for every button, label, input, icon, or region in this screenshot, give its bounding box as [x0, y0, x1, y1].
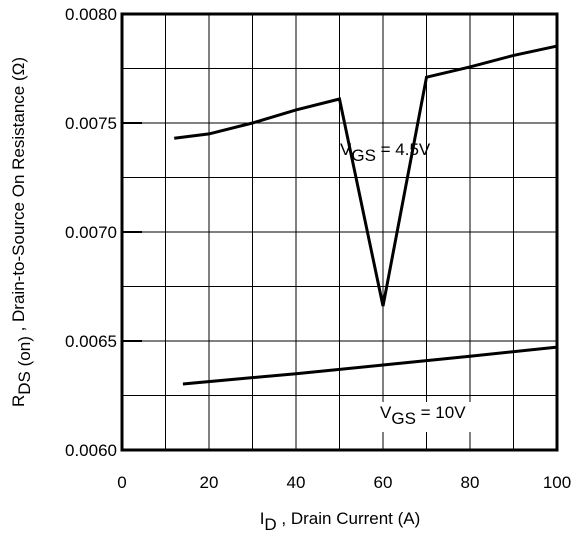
x-tick-label: 20	[200, 473, 219, 492]
series-label-main: V	[380, 403, 392, 422]
x-tick-label: 100	[543, 473, 571, 492]
series-label: VGS = 10V	[380, 403, 466, 428]
y-tick-label: 0.0065	[65, 332, 117, 351]
x-tick-label: 60	[374, 473, 393, 492]
x-axis-label: ID , Drain Current (A)	[260, 509, 421, 534]
series-line	[174, 44, 558, 307]
series-label: VGS = 4.5V	[340, 140, 431, 165]
y-tick-label: 0.0080	[65, 5, 117, 24]
series-label-rest: = 4.5V	[376, 140, 431, 159]
series-label-main: V	[340, 140, 352, 159]
y-tick-label: 0.0075	[65, 114, 117, 133]
x-axis-label-main: I	[260, 509, 265, 528]
series-label-sub: GS	[391, 409, 416, 428]
y-tick-label: 0.0060	[65, 441, 117, 460]
y-axis-label: RDS (on) , Drain-to-Source On Resistance…	[9, 57, 34, 407]
y-axis-label-main: R	[9, 395, 28, 407]
series-line	[182, 345, 558, 386]
x-axis-label-rest: , Drain Current (A)	[277, 509, 421, 528]
x-tick-label: 80	[461, 473, 480, 492]
series-label-rest: = 10V	[416, 403, 466, 422]
y-axis-label-sub: DS (on)	[15, 336, 34, 395]
series-label-sub: GS	[351, 146, 376, 165]
label-background	[378, 402, 496, 432]
x-tick-label: 40	[287, 473, 306, 492]
y-tick-label: 0.0070	[65, 223, 117, 242]
x-tick-label: 0	[117, 473, 126, 492]
y-axis-label-rest: , Drain-to-Source On Resistance (Ω)	[9, 57, 28, 336]
x-axis-label-sub: D	[264, 515, 276, 534]
